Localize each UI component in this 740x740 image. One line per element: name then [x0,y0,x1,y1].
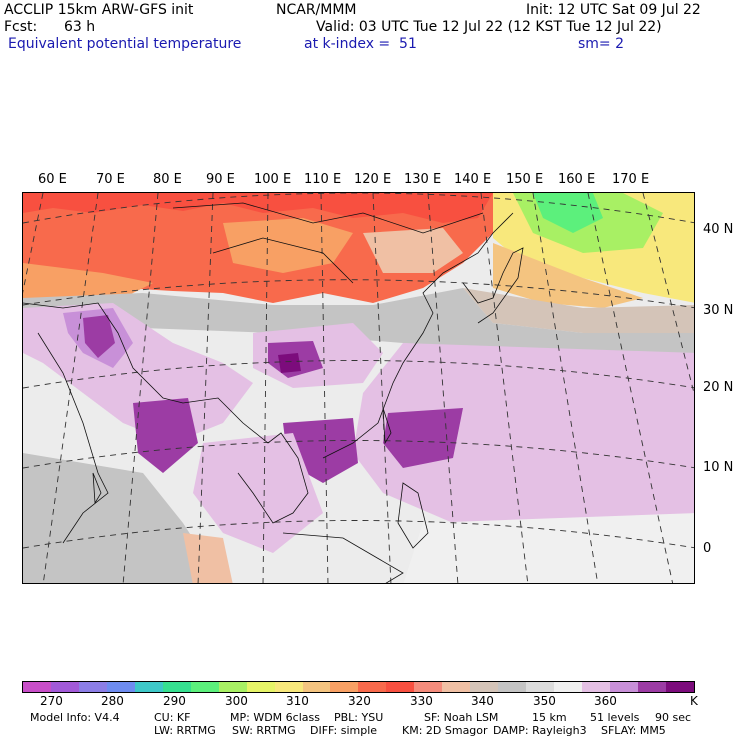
colorbar-swatch [582,682,611,692]
colorbar-swatch [106,682,135,692]
lon-label-130e: 130 E [404,172,442,187]
model-info-sflay: SFLAY: MM5 [601,724,666,737]
model-info-mp: MP: WDM 6class [230,711,320,724]
colorbar-swatch [23,682,51,692]
forecast-label: Fcst: [4,19,38,35]
colorbar-swatch [162,682,191,692]
colorbar-swatch [50,682,79,692]
lon-label-110e: 110 E [304,172,342,187]
field-name: Equivalent potential temperature [8,36,242,52]
colorbar-swatch [470,682,499,692]
forecast-hour: 63 h [64,19,96,35]
colorbar-swatch [610,682,638,692]
colorbar-tick-300: 300 [225,694,248,708]
lat-label-10n: 10 N [703,460,734,475]
model-info-resolution: 15 km [532,711,567,724]
lat-label-40n: 40 N [703,222,734,237]
model-info-km: KM: 2D Smagor [402,724,488,737]
valid-time: Valid: 03 UTC Tue 12 Jul 22 (12 KST Tue … [316,19,662,35]
model-info-damp: DAMP: Rayleigh3 [493,724,587,737]
colorbar-swatch [414,682,443,692]
model-title: ACCLIP 15km ARW-GFS init [4,2,194,18]
model-info-cu: CU: KF [154,711,191,724]
model-info-version: Model Info: V4.4 [30,711,120,724]
model-info-diff: DIFF: simple [310,724,378,737]
org-label: NCAR/MMM [276,2,357,18]
colorbar-tick-320: 320 [348,694,371,708]
colorbar-tick-310: 310 [286,694,309,708]
colorbar-swatch [78,682,107,692]
level-info: at k-index = 51 [304,36,417,52]
colorbar-swatch [190,682,219,692]
colorbar-tick-280: 280 [101,694,124,708]
colorbar-swatch [498,682,527,692]
theta-e-field [23,193,694,583]
colorbar-swatch [246,682,275,692]
colorbar-swatch [637,682,666,692]
colorbar [22,681,695,693]
lon-label-100e: 100 E [254,172,292,187]
colorbar-tick-270: 270 [40,694,63,708]
colorbar-swatch [358,682,387,692]
lon-label-80e: 80 E [153,172,182,187]
colorbar-swatch [442,682,471,692]
lon-label-170e: 170 E [612,172,650,187]
colorbar-swatch [134,682,163,692]
lon-label-160e: 160 E [558,172,596,187]
model-info-lw: LW: RRTMG [154,724,216,737]
colorbar-tick-340: 340 [471,694,494,708]
colorbar-swatch [330,682,359,692]
colorbar-swatch [526,682,555,692]
lon-label-90e: 90 E [206,172,235,187]
model-info-sf: SF: Noah LSM [424,711,499,724]
colorbar-tick-290: 290 [163,694,186,708]
colorbar-tick-360: 360 [594,694,617,708]
colorbar-swatch [554,682,583,692]
lon-label-70e: 70 E [96,172,125,187]
colorbar-tick-330: 330 [410,694,433,708]
lon-label-120e: 120 E [354,172,392,187]
lon-label-140e: 140 E [454,172,492,187]
smoothing-info: sm= 2 [578,36,625,52]
lon-label-60e: 60 E [38,172,67,187]
lon-label-150e: 150 E [506,172,544,187]
model-info-timestep: 90 sec [655,711,692,724]
colorbar-swatch [218,682,247,692]
lat-label-30n: 30 N [703,303,734,318]
model-info-sw: SW: RRTMG [232,724,296,737]
colorbar-unit: K [690,694,698,708]
colorbar-tick-350: 350 [533,694,556,708]
lat-label-20n: 20 N [703,380,734,395]
lat-label-equator: 0 [703,541,712,556]
colorbar-swatch [386,682,415,692]
map-panel [22,192,695,584]
model-info-pbl: PBL: YSU [334,711,384,724]
colorbar-swatch [665,682,694,692]
init-time: Init: 12 UTC Sat 09 Jul 22 [526,2,701,18]
colorbar-swatch [302,682,331,692]
model-info-levels: 51 levels [590,711,640,724]
colorbar-swatch [274,682,303,692]
